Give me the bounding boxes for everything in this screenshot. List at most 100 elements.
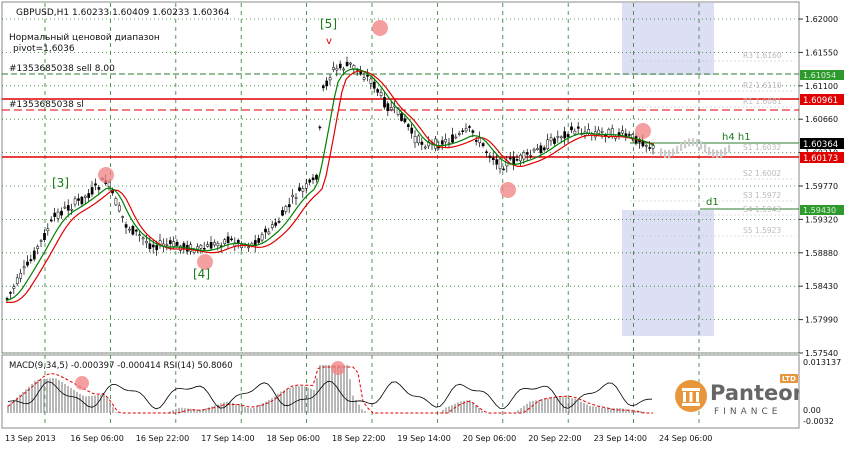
candle-body [369,78,373,84]
candle-body [607,129,611,138]
time-tick-label: 18 Sep 22:00 [332,434,385,443]
candle-body [328,77,332,81]
candle-body [549,137,553,142]
time-tick-label: 23 Sep 14:00 [594,434,647,443]
current-price-badge [800,138,844,149]
price-tick-label: 1.62000 [805,15,838,24]
indicator-tick-label: 0.013137 [803,358,841,367]
indicator-tick-label: -0.0032 [803,417,834,426]
candle-body [155,245,159,251]
box1-badge [800,70,844,80]
box2-label: 1.59430 [803,206,836,215]
candle-body [15,277,19,284]
level-high-label: 1.60961 [803,96,838,106]
pivot-label-s3: S3 1.5972 [743,191,781,200]
candle-body [379,92,383,96]
wave-3-label: [3] [52,176,69,190]
candle-body [213,242,216,246]
candle-body [627,134,631,136]
candle-body [478,137,482,144]
price-axis: 1.620001.615501.611001.606601.602101.597… [799,15,838,358]
projection-candle [688,138,691,147]
time-tick-label: 20 Sep 06:00 [463,434,516,443]
price-tick-label: 1.59320 [805,215,838,224]
time-tick-label: 16 Sep 22:00 [136,434,189,443]
candle-body [366,75,369,77]
price-tick-label: 1.58430 [805,282,838,291]
pivot-label-s4: S4 1.5943 [743,205,781,214]
candle-body [444,139,448,143]
candle-body [216,242,220,246]
time-tick-label: 19 Sep 14:00 [397,434,450,443]
price-tick-label: 1.58880 [805,249,838,258]
support-zone [622,210,714,336]
candle-body [644,144,648,147]
candle-body [485,151,488,154]
candle-body [576,126,580,129]
candle-body [29,259,33,262]
candle-body [230,238,233,241]
projection-candle [692,138,695,147]
symbol-label: GBPUSD,H1 [16,8,69,18]
candle-body [481,143,485,147]
candle-body [168,240,172,244]
candle-body [172,241,176,247]
candle-body [294,197,298,199]
candle-body [502,168,505,171]
indicator-tick-label: 0.00 [803,406,821,415]
candle-body [5,298,9,300]
candle-body [522,152,526,160]
pivot-label-r1: R1 1.6081 [743,97,782,106]
candle-body [349,62,352,65]
pivot-label-s5: S5 1.5923 [743,226,781,235]
level-low-badge [800,152,844,163]
wave-4-label: [4] [193,267,210,281]
candle-body [400,113,403,121]
candle-body [117,205,121,212]
time-tick-label: 13 Sep 2013 [5,434,56,443]
candle-body [413,136,417,144]
price-tick-label: 1.60660 [805,115,838,124]
indicator-caption: MACD(9,34,5) -0.000397 -0.000414 RSI(14)… [9,361,233,371]
level-low-label: 1.60173 [803,154,838,164]
projection-candle [724,147,727,156]
wave-5-label: [5] [320,17,337,31]
candle-body [389,107,393,111]
candle-body [63,206,67,209]
candle-body [287,204,291,208]
candle-body [559,136,563,139]
candle-body [60,210,63,216]
candle-body [471,130,475,133]
candle-body [468,126,471,128]
candle-body [165,244,169,246]
time-axis: 13 Sep 2013 16 Sep 06:00 16 Sep 22:00 17 Se… [5,434,712,443]
logo-sub: FINANCE [714,407,781,417]
candle-body [451,134,454,143]
candle-body [563,131,567,139]
candle-body [386,103,390,111]
projection-candle [708,147,711,156]
candle-body [440,140,444,145]
macd-markers [75,361,345,390]
candle-body [495,159,499,165]
projection-candle [660,148,663,157]
candle-body [121,216,125,218]
projection-candle [680,142,683,151]
price-tick-label: 1.57990 [805,316,838,325]
current-price-label: 1.60364 [803,140,838,150]
price-tick-label: 1.57540 [805,349,838,358]
time-tick-label: 17 Sep 14:00 [201,434,254,443]
candle-body [410,127,414,134]
candle-body [420,141,424,145]
box2-badge [800,205,844,215]
candle-body [148,243,152,249]
candle-body [648,147,652,149]
price-tick-label: 1.61550 [805,48,838,57]
candle-body [66,205,70,211]
candle-body [94,183,97,186]
indicator-name: Нормальный ценовой диапазон [9,33,160,43]
candle-body [202,248,206,250]
projection-candle [684,140,687,149]
